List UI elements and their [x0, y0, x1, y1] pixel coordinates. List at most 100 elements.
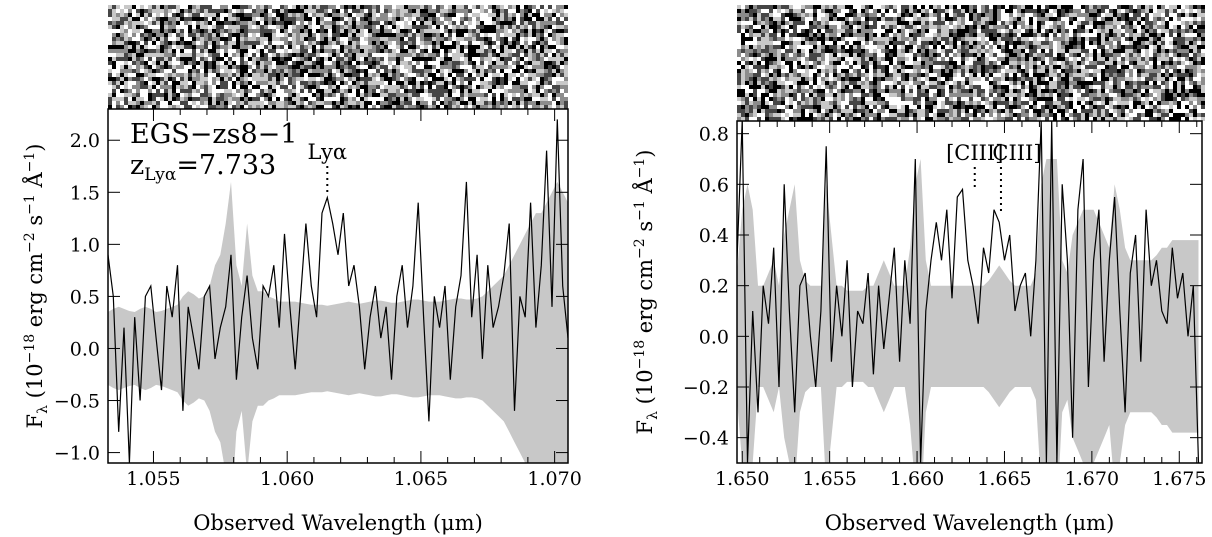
spectrum-2d-pixel — [917, 5, 921, 9]
spectrum-2d-pixel — [949, 45, 953, 49]
spectrum-2d-pixel — [849, 65, 853, 69]
spectrum-2d-pixel — [176, 85, 180, 89]
spectrum-2d-pixel — [428, 73, 432, 77]
spectrum-2d-pixel — [176, 61, 180, 65]
spectrum-2d-pixel — [953, 29, 957, 33]
spectrum-2d-pixel — [472, 49, 476, 53]
spectrum-2d-pixel — [344, 9, 348, 13]
spectrum-2d-pixel — [893, 33, 897, 37]
spectrum-2d-pixel — [208, 57, 212, 61]
spectrum-2d-pixel — [436, 89, 440, 93]
spectrum-2d-pixel — [216, 105, 220, 109]
spectrum-2d-pixel — [1157, 9, 1161, 13]
spectrum-2d-pixel — [404, 45, 408, 49]
spectrum-2d-pixel — [1025, 41, 1029, 45]
spectrum-2d-pixel — [913, 61, 917, 65]
spectrum-2d-pixel — [224, 13, 228, 17]
spectrum-2d-pixel — [180, 85, 184, 89]
spectrum-2d-pixel — [312, 69, 316, 73]
spectrum-2d-pixel — [488, 97, 492, 101]
spectrum-2d-pixel — [969, 65, 973, 69]
spectrum-2d-pixel — [949, 65, 953, 69]
spectrum-2d-pixel — [829, 65, 833, 69]
spectrum-2d-pixel — [216, 89, 220, 93]
spectrum-2d-pixel — [841, 49, 845, 53]
spectrum-2d-pixel — [336, 29, 340, 33]
spectrum-2d-pixel — [869, 61, 873, 65]
spectrum-2d-pixel — [504, 17, 508, 21]
spectrum-2d-pixel — [961, 21, 965, 25]
spectrum-2d-pixel — [821, 33, 825, 37]
spectrum-2d-pixel — [268, 93, 272, 97]
spectrum-2d-pixel — [396, 53, 400, 57]
spectrum-2d-pixel — [424, 101, 428, 105]
spectrum-2d-pixel — [364, 69, 368, 73]
spectrum-2d-pixel — [348, 65, 352, 69]
spectrum-2d-pixel — [444, 85, 448, 89]
spectrum-2d-pixel — [1105, 49, 1109, 53]
spectrum-2d-pixel — [1145, 53, 1149, 57]
spectrum-2d-pixel — [777, 65, 781, 69]
spectrum-2d-pixel — [260, 57, 264, 61]
spectrum-2d-pixel — [316, 25, 320, 29]
spectrum-2d-pixel — [1137, 21, 1141, 25]
spectrum-2d-pixel — [480, 45, 484, 49]
spectrum-2d-pixel — [1201, 25, 1205, 29]
spectrum-2d-pixel — [512, 81, 516, 85]
spectrum-2d-pixel — [504, 21, 508, 25]
spectrum-2d-pixel — [456, 5, 460, 9]
spectrum-2d-pixel — [1197, 17, 1201, 21]
spectrum-2d-pixel — [152, 105, 156, 109]
spectrum-2d-pixel — [1069, 13, 1073, 17]
spectrum-2d-pixel — [144, 61, 148, 65]
spectrum-2d-pixel — [400, 57, 404, 61]
spectrum-2d-pixel — [837, 45, 841, 49]
spectrum-2d-pixel — [140, 73, 144, 77]
spectrum-2d-pixel — [404, 49, 408, 53]
spectrum-2d-pixel — [108, 77, 112, 81]
spectrum-2d-pixel — [761, 25, 765, 29]
spectrum-2d-pixel — [192, 81, 196, 85]
spectrum-2d-pixel — [208, 33, 212, 37]
spectrum-2d-pixel — [1185, 25, 1189, 29]
spectrum-2d-pixel — [853, 37, 857, 41]
axes-frame — [107, 108, 569, 464]
spectrum-2d-pixel — [1177, 17, 1181, 21]
spectrum-2d-pixel — [296, 85, 300, 89]
spectrum-2d-pixel — [817, 37, 821, 41]
spectrum-2d-pixel — [396, 89, 400, 93]
spectrum-2d-pixel — [500, 41, 504, 45]
spectrum-2d-pixel — [360, 81, 364, 85]
spectrum-2d-pixel — [120, 57, 124, 61]
spectrum-2d-pixel — [280, 5, 284, 9]
spectrum-2d-pixel — [252, 13, 256, 17]
spectrum-2d-pixel — [957, 5, 961, 9]
spectrum-2d-pixel — [1113, 57, 1117, 61]
spectrum-2d-pixel — [841, 25, 845, 29]
spectrum-2d-pixel — [152, 9, 156, 13]
spectrum-2d-pixel — [152, 17, 156, 21]
spectrum-2d-pixel — [1069, 65, 1073, 69]
spectrum-2d-pixel — [200, 97, 204, 101]
spectrum-2d-pixel — [436, 81, 440, 85]
spectrum-2d-pixel — [532, 65, 536, 69]
spectrum-2d-pixel — [897, 69, 901, 73]
spectrum-2d-pixel — [204, 105, 208, 109]
spectrum-2d-pixel — [116, 89, 120, 93]
spectrum-2d-pixel — [268, 21, 272, 25]
spectrum-2d-pixel — [468, 5, 472, 9]
spectrum-2d-pixel — [1073, 9, 1077, 13]
spectrum-2d-pixel — [1101, 37, 1105, 41]
spectrum-2d-pixel — [256, 85, 260, 89]
spectrum-2d-pixel — [108, 45, 112, 49]
spectrum-2d-pixel — [1045, 33, 1049, 37]
spectrum-2d-pixel — [524, 57, 528, 61]
spectrum-2d-pixel — [448, 81, 452, 85]
spectrum-2d-pixel — [252, 33, 256, 37]
spectrum-2d-pixel — [440, 53, 444, 57]
spectrum-2d-pixel — [1033, 57, 1037, 61]
spectrum-2d-pixel — [785, 17, 789, 21]
lya-line-label: Lyα — [307, 140, 347, 164]
spectrum-2d-pixel — [332, 9, 336, 13]
spectrum-2d-pixel — [781, 61, 785, 65]
